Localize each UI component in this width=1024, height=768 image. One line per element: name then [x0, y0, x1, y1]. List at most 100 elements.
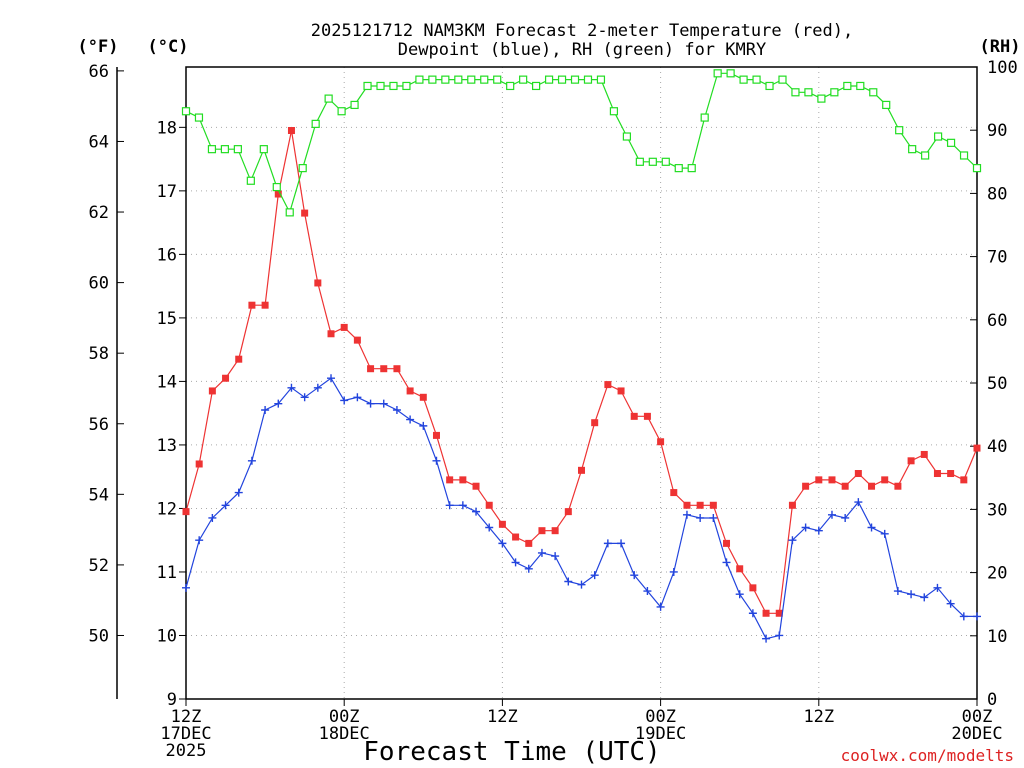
fahrenheit-tick-label: 64 — [89, 132, 109, 152]
temperature-point — [947, 470, 955, 478]
dewpoint-point — [814, 526, 823, 535]
temperature-point — [841, 482, 849, 490]
dewpoint-point — [419, 421, 428, 430]
rh-point — [272, 182, 281, 192]
dewpoint-point — [880, 529, 889, 538]
plot-area — [181, 69, 982, 643]
temperature-point — [485, 501, 493, 509]
rh-tick-label: 0 — [987, 690, 997, 710]
rh-point — [843, 81, 852, 91]
temperature-point — [208, 387, 216, 395]
dewpoint-point — [590, 571, 599, 580]
rh-point — [972, 164, 982, 173]
dewpoint-point — [748, 609, 757, 618]
fahrenheit-tick-label: 66 — [89, 62, 109, 82]
fahrenheit-tick-label: 60 — [89, 274, 109, 294]
dewpoint-point — [524, 564, 533, 573]
x-tick-label: 18DEC — [319, 724, 370, 744]
rh-point — [933, 132, 943, 141]
rh-point — [259, 145, 268, 154]
temperature-point — [670, 489, 678, 497]
dewpoint-point — [485, 523, 494, 532]
dewpoint-point — [617, 539, 626, 548]
rh-point — [908, 145, 917, 154]
temperature-point — [894, 482, 902, 490]
temperature-point — [222, 374, 230, 382]
temperature-point — [432, 431, 440, 439]
rh-point — [557, 75, 567, 84]
x-tick-label: 12Z — [487, 707, 518, 727]
rh-point — [752, 75, 761, 84]
celsius-tick-label: 17 — [157, 182, 177, 202]
temperature-line — [185, 130, 978, 614]
rh-point — [207, 145, 217, 154]
rh-tick-label: 60 — [987, 311, 1007, 331]
temperature-point — [459, 476, 467, 484]
temperature-point — [393, 365, 401, 373]
dewpoint-point — [234, 488, 243, 497]
dewpoint-point — [801, 523, 810, 532]
temperature-point — [301, 209, 309, 217]
rh-point — [519, 75, 528, 84]
dewpoint-point — [392, 405, 401, 414]
dewpoint-point — [893, 587, 902, 596]
rh-point — [311, 119, 320, 128]
temperature-point — [868, 482, 876, 490]
fahrenheit-unit-label: (°F) — [78, 37, 119, 57]
temperature-point — [380, 365, 388, 373]
x-tick-label: 00Z — [962, 707, 993, 727]
temperature-point — [828, 476, 836, 484]
x-tick-label: 20DEC — [951, 724, 1002, 744]
celsius-tick-label: 13 — [157, 436, 177, 456]
rh-tick-label: 30 — [987, 500, 1007, 520]
celsius-tick-label: 10 — [157, 626, 177, 646]
temperature-point — [736, 565, 744, 573]
temperature-point — [960, 476, 968, 484]
temperature-point — [353, 336, 361, 344]
celsius-tick-label: 9 — [167, 690, 177, 710]
dewpoint-point — [551, 552, 560, 561]
celsius-tick-label: 16 — [157, 245, 177, 265]
rh-tick-label: 50 — [987, 374, 1007, 394]
temperature-point — [564, 508, 572, 516]
rh-point — [480, 75, 489, 84]
x-tick-label: 00Z — [329, 707, 360, 727]
rh-point — [609, 107, 619, 116]
temperature-point — [630, 412, 638, 420]
dewpoint-point — [327, 374, 336, 383]
rh-point — [869, 88, 878, 97]
dewpoint-point — [669, 567, 678, 576]
temperature-point — [261, 301, 269, 309]
rh-point — [506, 81, 515, 91]
dewpoint-point — [920, 593, 929, 602]
temperature-point — [195, 460, 203, 468]
rh-point — [428, 75, 437, 84]
temperature-point — [973, 444, 981, 452]
dewpoint-point — [261, 405, 270, 414]
fahrenheit-tick-label: 52 — [89, 556, 109, 576]
x-tick-label: 00Z — [645, 707, 676, 727]
temperature-point — [696, 501, 704, 509]
dewpoint-point — [827, 510, 836, 519]
temperature-point — [749, 584, 757, 592]
chart-title-line2: Dewpoint (blue), RH (green) for KMRY — [398, 40, 766, 60]
rh-point — [895, 126, 904, 135]
dewpoint-point — [867, 523, 876, 532]
rh-point — [946, 138, 956, 147]
rh-point — [389, 81, 398, 91]
x-tick-label: 17DEC — [160, 724, 211, 744]
dewpoint-point — [762, 634, 771, 643]
x-tick-label: 12Z — [803, 707, 834, 727]
rh-point — [804, 88, 813, 97]
dewpoint-point — [287, 383, 296, 392]
rh-point — [921, 151, 930, 160]
dewpoint-point — [696, 513, 705, 522]
dewpoint-point — [959, 612, 968, 621]
fahrenheit-tick-label: 56 — [89, 415, 109, 435]
celsius-tick-label: 11 — [157, 563, 177, 583]
rh-point — [713, 69, 722, 78]
dewpoint-point — [432, 456, 441, 465]
rh-point — [596, 75, 606, 84]
rh-point — [687, 164, 696, 173]
rh-point — [350, 100, 359, 110]
